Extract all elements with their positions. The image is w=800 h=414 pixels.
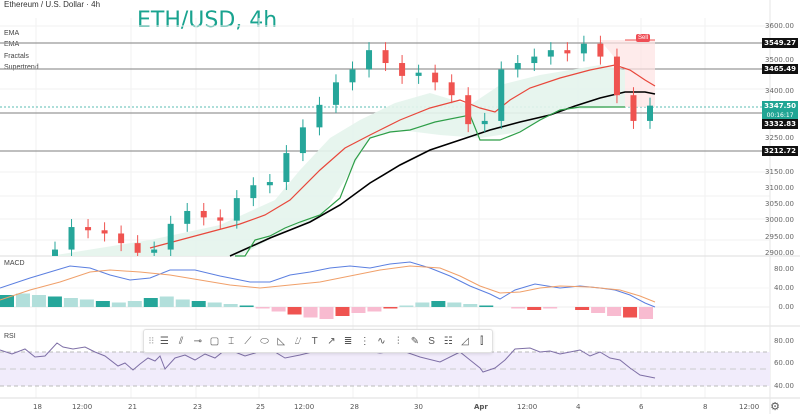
date-price-range-icon[interactable]: ⌶: [228, 335, 235, 347]
symbol-description: Ethereum / U.S. Dollar · 4h: [4, 0, 101, 9]
elliott-wave-icon[interactable]: ⫶: [396, 335, 400, 347]
time-label: 25: [256, 403, 265, 411]
parallel-channel-icon[interactable]: ⫽: [178, 335, 184, 347]
indicator-label-supertrend[interactable]: Supertrend: [4, 64, 39, 71]
macd-tick: 40.00: [773, 284, 794, 292]
rectangle-icon[interactable]: ▢: [209, 335, 220, 347]
rsi-label[interactable]: RSI: [4, 333, 16, 340]
indicator-label-ema-2[interactable]: EMA: [4, 41, 20, 48]
trend-line-icon[interactable]: ⟋: [244, 335, 252, 347]
price-tick: 3250.00: [765, 134, 794, 142]
horizontal-line-icon[interactable]: ⊸: [193, 335, 202, 347]
price-tick: 3050.00: [765, 200, 794, 208]
macd-tick: 80.00: [773, 265, 794, 273]
level-tag-resistance-2: 3465.49: [762, 64, 798, 74]
price-tick: 3000.00: [765, 216, 794, 224]
time-label: 12:00: [517, 403, 538, 411]
time-label: 30: [414, 403, 423, 411]
time-label: 21: [128, 403, 137, 411]
indicator-label-fractals[interactable]: Fractals: [4, 53, 29, 60]
arrow-icon[interactable]: ↗: [327, 335, 336, 347]
gann-fan-icon[interactable]: ☷: [443, 335, 453, 347]
chart-title: ETH/USD, 4h: [137, 8, 278, 33]
current-price: 3347.50: [764, 102, 796, 110]
rsi-tick: 60.00: [773, 359, 794, 367]
price-tick: 3100.00: [765, 184, 794, 192]
level-tag-support-1: 3332.83: [762, 119, 798, 129]
ellipse-icon[interactable]: ⬭: [260, 335, 269, 347]
time-label: Apr: [474, 403, 488, 411]
time-label: 6: [639, 403, 644, 411]
current-price-tag: 3347.50 00:16:17: [762, 101, 798, 121]
time-label: 28: [350, 403, 359, 411]
time-label: 12:00: [72, 403, 93, 411]
indicator-label-ema-1[interactable]: EMA: [4, 30, 20, 37]
curve-icon[interactable]: S: [428, 335, 435, 347]
sell-signal-label: Sell: [636, 34, 651, 42]
time-label: 23: [193, 403, 202, 411]
brush-icon[interactable]: ✎: [410, 335, 420, 347]
price-tick: 2950.00: [765, 233, 794, 241]
price-tick: 3150.00: [765, 168, 794, 176]
long-position-icon[interactable]: ⫿: [480, 335, 484, 347]
xabcd-pattern-icon[interactable]: ∿: [377, 335, 386, 347]
time-label: 4: [576, 403, 581, 411]
macd-tick: 0.00: [778, 303, 794, 311]
triangle-icon[interactable]: ◺: [277, 335, 286, 347]
bar-countdown: 00:16:17: [766, 112, 794, 119]
time-label: 18: [33, 403, 42, 411]
price-tick: 3500.00: [765, 56, 794, 64]
rsi-tick: 40.00: [773, 382, 794, 390]
grip-icon[interactable]: ⠿: [148, 335, 155, 346]
time-label: 8: [703, 403, 708, 411]
time-label: 12:00: [294, 403, 315, 411]
time-label: 12:00: [739, 403, 760, 411]
settings-gear-icon[interactable]: ⚙: [770, 401, 780, 413]
horizontal-ray-icon[interactable]: ☰: [159, 335, 169, 347]
rsi-tick: 80.00: [773, 337, 794, 345]
level-tag-resistance-1: 3549.27: [762, 38, 798, 48]
forecast-icon[interactable]: ◿: [461, 335, 469, 347]
price-tick: 3400.00: [765, 87, 794, 95]
price-tick: 2900.00: [765, 249, 794, 257]
drawing-toolbar[interactable]: ⠿ ☰ ⫽ ⊸ ▢ ⌶ ⟋ ⬭ ◺ ⌰ T ↗ ≣ ⋮ ∿ ⫶ ✎ S ☷ ◿ …: [143, 329, 493, 353]
path-icon[interactable]: ⌰: [294, 335, 302, 347]
fib-retracement-icon[interactable]: ≣: [343, 335, 353, 347]
price-tick: 3600.00: [765, 22, 794, 30]
text-icon[interactable]: T: [311, 335, 318, 347]
level-tag-support-2: 3212.72: [762, 146, 798, 156]
pitchfork-icon[interactable]: ⋮: [359, 335, 370, 347]
macd-label[interactable]: MACD: [4, 260, 25, 267]
